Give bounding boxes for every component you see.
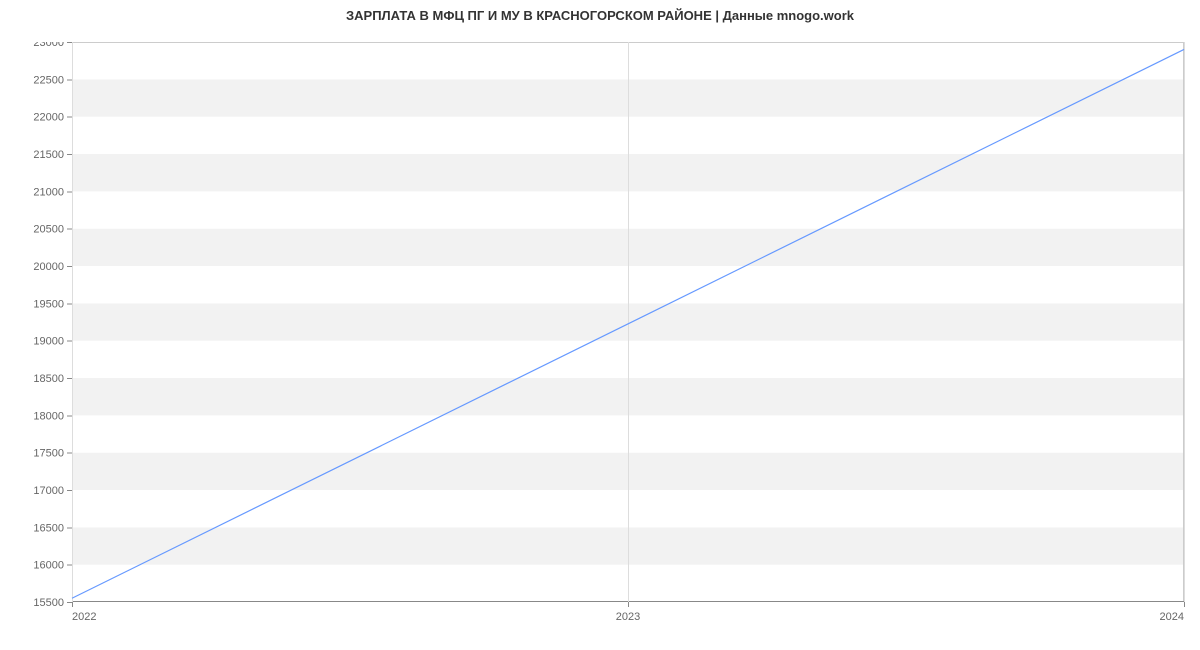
y-tick-label: 23000 — [33, 42, 64, 49]
y-tick-label: 18500 — [33, 373, 64, 385]
y-tick-label: 21500 — [33, 149, 64, 161]
x-tick-label: 2023 — [616, 611, 640, 623]
y-tick-label: 21000 — [33, 186, 64, 198]
chart-title: ЗАРПЛАТА В МФЦ ПГ И МУ В КРАСНОГОРСКОМ Р… — [0, 8, 1200, 23]
y-tick-label: 16500 — [33, 522, 64, 534]
plot-area: 1550016000165001700017500180001850019000… — [72, 42, 1184, 602]
y-tick-label: 19500 — [33, 298, 64, 310]
y-tick-label: 15500 — [33, 597, 64, 609]
chart-svg: 15500 16000 16500 17000 17500 18000 18500 19000… — [22, 42, 1190, 630]
chart-container: ЗАРПЛАТА В МФЦ ПГ И МУ В КРАСНОГОРСКОМ Р… — [0, 0, 1200, 650]
y-tick-label: 20000 — [33, 261, 64, 273]
y-tick-label: 19000 — [33, 336, 64, 348]
y-tick-label: 18000 — [33, 410, 64, 422]
y-tick-label: 16000 — [33, 560, 64, 572]
y-tick-label: 20500 — [33, 224, 64, 236]
y-tick-label: 17500 — [33, 448, 64, 460]
x-tick-label: 2022 — [72, 611, 96, 623]
x-tick-label: 2024 — [1160, 611, 1184, 623]
y-tick-label: 22500 — [33, 74, 64, 86]
y-tick-label: 17000 — [33, 485, 64, 497]
y-tick-label: 22000 — [33, 112, 64, 124]
